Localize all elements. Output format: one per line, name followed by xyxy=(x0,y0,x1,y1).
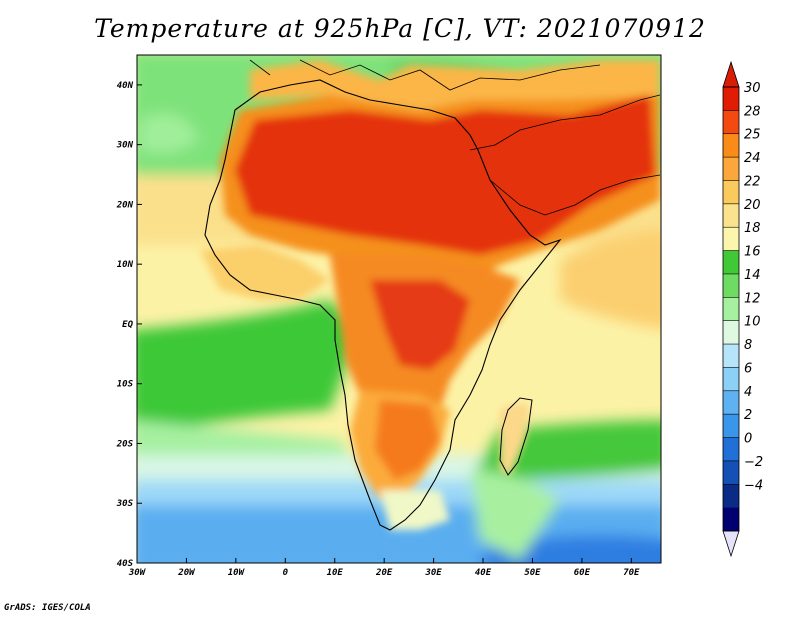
colorbar-swatch xyxy=(723,157,739,181)
colorbar-swatch xyxy=(723,203,739,228)
lon-tick-label: 20W xyxy=(177,568,196,578)
colorbar-label: −4 xyxy=(744,478,763,493)
lon-tick-label: 70E xyxy=(623,568,640,578)
grads-credit: GrADS: IGES/COLA xyxy=(4,603,91,613)
colorbar-swatch xyxy=(723,344,739,368)
colorbar-label: 18 xyxy=(744,221,761,236)
lat-tick-label: EQ xyxy=(122,320,133,330)
lat-tick-label: 20S xyxy=(116,439,134,449)
colorbar-label: 14 xyxy=(744,268,761,283)
colorbar-swatch xyxy=(723,227,739,252)
colorbar-label: 25 xyxy=(744,128,761,143)
lat-tick-label: 30N xyxy=(116,141,134,151)
colorbar-label: 16 xyxy=(744,245,761,260)
colorbar-top-arrow xyxy=(722,60,740,88)
colorbar-label: 20 xyxy=(744,198,761,213)
colorbar-label: 30 xyxy=(744,81,761,96)
colorbar-swatch xyxy=(723,250,739,275)
colorbar-swatch xyxy=(723,133,739,158)
lon-tick-label: 60E xyxy=(574,568,591,578)
latitude-axis: 40N 30N 20N 10N EQ 10S 20S 30S 40S xyxy=(116,81,142,569)
lon-tick-label: 10E xyxy=(327,568,344,578)
colorbar-label: 6 xyxy=(744,361,752,376)
colorbar-label: 2 xyxy=(744,408,752,423)
colorbar-label: 0 xyxy=(744,432,752,447)
colorbar-label: 8 xyxy=(744,338,752,353)
colorbar-label: 12 xyxy=(744,291,761,306)
longitude-axis: 30W 20W 10W 0 10E 20E 30E 40E 50E 60E 70E xyxy=(128,558,640,578)
colorbar-swatch xyxy=(723,297,739,322)
colorbar-label: −2 xyxy=(744,455,763,470)
colorbar-swatch xyxy=(723,320,739,345)
plot-frame xyxy=(136,54,662,564)
europe-coastline xyxy=(249,59,601,91)
lat-tick-label: 10N xyxy=(117,260,134,270)
colorbar-label: 4 xyxy=(744,385,752,400)
colorbar-bottom-arrow xyxy=(722,530,740,558)
colorbar-swatch xyxy=(723,414,739,439)
lon-tick-label: 30W xyxy=(128,568,147,578)
lon-tick-label: 20E xyxy=(375,568,393,578)
lon-tick-label: 30E xyxy=(424,568,442,578)
colorbar-swatch xyxy=(723,484,739,509)
madagascar-outline xyxy=(499,397,533,476)
lon-tick-label: 10W xyxy=(228,568,246,578)
colorbar-label: 24 xyxy=(744,151,761,166)
lon-tick-label: 40E xyxy=(475,568,492,578)
map-title: Temperature at 925hPa [C], VT: 202107091… xyxy=(94,14,706,43)
lat-tick-label: 40S xyxy=(117,559,134,569)
colorbar-swatch xyxy=(723,507,739,532)
africa-coastline xyxy=(204,79,562,531)
colorbar-swatch xyxy=(723,390,739,415)
colorbar-label: 28 xyxy=(744,104,761,119)
colorbar-label: 22 xyxy=(744,174,761,189)
lat-tick-label: 40N xyxy=(117,81,134,91)
colorbar-swatch xyxy=(723,87,739,111)
colorbar-label: 10 xyxy=(744,315,761,330)
lat-tick-label: 30S xyxy=(116,499,134,509)
colorbar-swatch xyxy=(723,460,739,485)
colorbar-swatch xyxy=(723,367,739,392)
colorbar-swatch xyxy=(723,110,739,135)
lat-tick-label: 20N xyxy=(116,200,134,210)
colorbar-swatch xyxy=(723,273,739,298)
lat-tick-label: 10S xyxy=(117,380,134,390)
lon-tick-label: 0 xyxy=(283,568,289,578)
arabia-borders xyxy=(469,94,661,216)
colorbar-swatch xyxy=(723,437,739,462)
temperature-field xyxy=(137,55,661,563)
colorbar-swatch xyxy=(723,180,739,205)
lon-tick-label: 50E xyxy=(524,568,541,578)
